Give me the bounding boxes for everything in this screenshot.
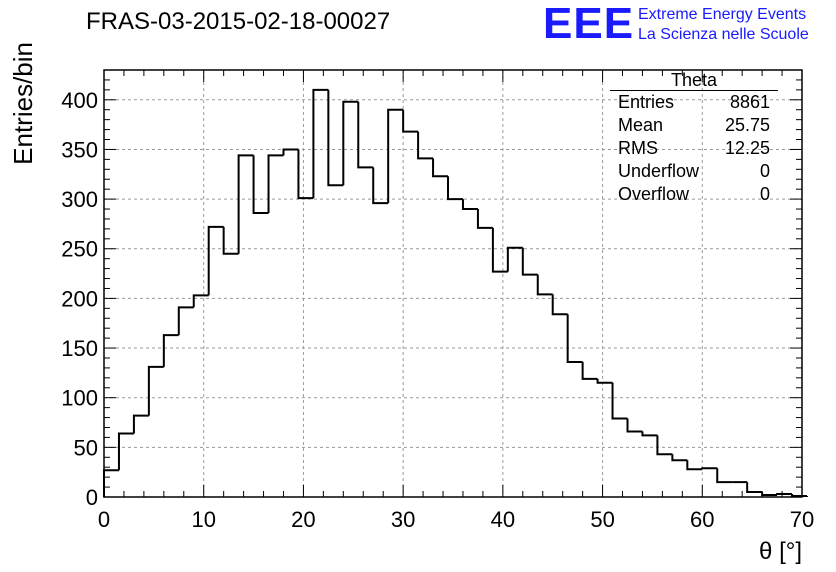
histogram-bin: [372, 167, 389, 205]
x-tick-label: 40: [491, 507, 515, 532]
histogram-bin: [357, 101, 374, 169]
histogram-bin: [671, 454, 688, 462]
stats-value: 25.75: [724, 115, 770, 135]
stats-value: 0: [759, 161, 770, 181]
histogram-bin: [566, 314, 583, 363]
y-tick-label: 0: [86, 485, 98, 510]
histogram-bin: [536, 274, 553, 296]
histogram-bin: [237, 154, 254, 254]
histogram-bin: [551, 294, 568, 316]
histogram-bin: [342, 100, 359, 186]
histogram-bin: [686, 460, 703, 471]
stats-row-mean: Mean 25.75: [610, 114, 778, 137]
histogram-bin: [746, 482, 763, 494]
x-tick-label: 0: [98, 507, 110, 532]
x-tick-label: 60: [690, 507, 714, 532]
y-tick-label: 50: [74, 435, 98, 460]
histogram-bin: [117, 432, 134, 471]
histogram-bin: [177, 306, 194, 336]
stats-label: RMS: [618, 138, 658, 158]
histogram-bin: [641, 431, 658, 437]
stats-value: 12.25: [724, 138, 770, 158]
y-tick-label: 250: [61, 237, 98, 262]
histogram-bin: [162, 334, 179, 367]
y-tick-label: 150: [61, 336, 98, 361]
plot-title: FRAS-03-2015-02-18-00027: [86, 8, 391, 35]
histogram-bin: [461, 199, 478, 211]
histogram-bin: [521, 247, 538, 276]
histogram-bin: [207, 225, 224, 296]
y-tick-label: 100: [61, 386, 98, 411]
histogram-bin: [611, 382, 628, 420]
x-tick-label: 30: [391, 507, 415, 532]
y-tick-label: 400: [61, 88, 98, 113]
histogram-bin: [222, 226, 239, 255]
y-tick-label: 300: [61, 187, 98, 212]
histogram-bin: [716, 468, 733, 484]
histogram-bin: [103, 469, 119, 497]
stats-label: Entries: [618, 92, 675, 112]
histogram-bin: [327, 89, 344, 187]
histogram-bin: [476, 209, 493, 229]
plot-frame: [103, 69, 803, 498]
histogram-bin: [432, 158, 449, 178]
stats-row-overflow: Overflow 0: [610, 183, 778, 206]
y-tick-label: 350: [61, 137, 98, 162]
histogram-bin: [267, 154, 284, 213]
histogram-bin: [282, 148, 299, 156]
stats-label: Underflow: [618, 161, 700, 181]
x-tick-label: 10: [191, 507, 215, 532]
y-tick-label: 200: [61, 286, 98, 311]
stats-label: Mean: [618, 115, 664, 135]
stats-value: 8861: [729, 92, 770, 112]
histogram-bin: [656, 435, 673, 456]
logo-line-1: Extreme Energy Events: [638, 6, 807, 23]
histogram-bin: [297, 149, 314, 200]
histogram-bin: [791, 494, 807, 498]
histogram-bin: [312, 88, 329, 199]
histogram-bin: [132, 414, 149, 434]
histogram-bin: [776, 493, 793, 496]
stats-title: Theta: [610, 70, 778, 91]
logo-line-2: La Scienza nelle Scuole: [638, 26, 809, 43]
histogram-bin: [701, 467, 718, 470]
histogram-bin: [447, 176, 463, 201]
x-axis-label: θ [°]: [759, 538, 802, 565]
x-tick-label: 70: [790, 507, 814, 532]
histogram-bin: [192, 294, 209, 308]
histogram-bin: [402, 109, 419, 133]
stats-row-rms: RMS 12.25: [610, 137, 778, 160]
histogram-bin: [491, 227, 508, 273]
histogram-bin: [147, 365, 164, 416]
stats-box: Theta Entries 8861 Mean 25.75 RMS 12.25 …: [610, 70, 778, 206]
x-tick-label: 20: [291, 507, 315, 532]
stats-row-underflow: Underflow 0: [610, 160, 778, 183]
histogram-bin: [506, 246, 523, 272]
histogram-bin: [387, 108, 404, 204]
histogram-bin: [581, 361, 598, 380]
eee-logo-mark: EEE: [543, 0, 635, 48]
histogram-bin: [252, 155, 269, 214]
histogram-bin: [761, 492, 778, 497]
stats-row-entries: Entries 8861: [610, 91, 778, 114]
x-tick-label: 50: [590, 507, 614, 532]
histogram-bin: [626, 418, 643, 433]
stats-label: Overflow: [618, 184, 690, 204]
stats-value: 0: [759, 184, 770, 204]
histogram-bin: [417, 131, 434, 160]
histogram-bin: [596, 378, 613, 384]
y-axis-label: Entries/bin: [8, 42, 38, 165]
